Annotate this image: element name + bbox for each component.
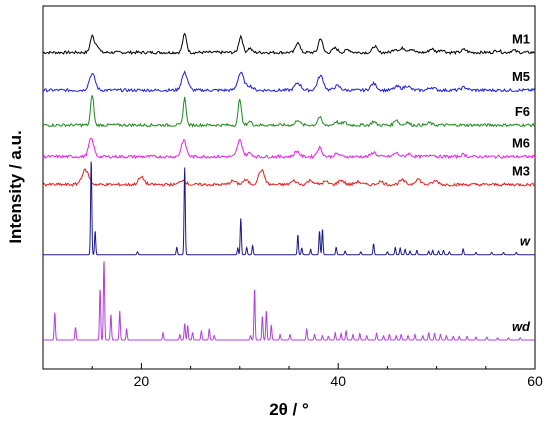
series-label-m1: M1	[512, 31, 530, 46]
x-axis-title: 2θ / °	[269, 400, 309, 419]
series-label-m6: M6	[512, 136, 530, 151]
series-label-m3: M3	[512, 164, 530, 179]
series-label-wd: wd	[512, 319, 531, 334]
series-label-m5: M5	[512, 69, 530, 84]
x-tick-label: 40	[330, 373, 346, 389]
x-tick-label: 60	[527, 373, 543, 389]
y-axis-title: Intensity / a.u.	[6, 130, 25, 243]
trace-wd	[43, 261, 535, 341]
trace-m3	[42, 168, 536, 188]
plot-frame	[42, 5, 536, 370]
trace-m6	[42, 138, 536, 160]
series-labels: M1 M5 F6 M6 M3 w wd	[512, 31, 531, 333]
series-label-w: w	[520, 234, 531, 249]
series-label-f6: F6	[515, 104, 530, 119]
x-axis-ticks: 20 40 60	[42, 363, 543, 389]
x-tick-label: 20	[134, 373, 150, 389]
trace-w	[43, 161, 535, 256]
trace-f6	[42, 95, 536, 128]
trace-m1	[42, 32, 536, 55]
traces	[42, 32, 536, 341]
trace-m5	[42, 70, 536, 93]
